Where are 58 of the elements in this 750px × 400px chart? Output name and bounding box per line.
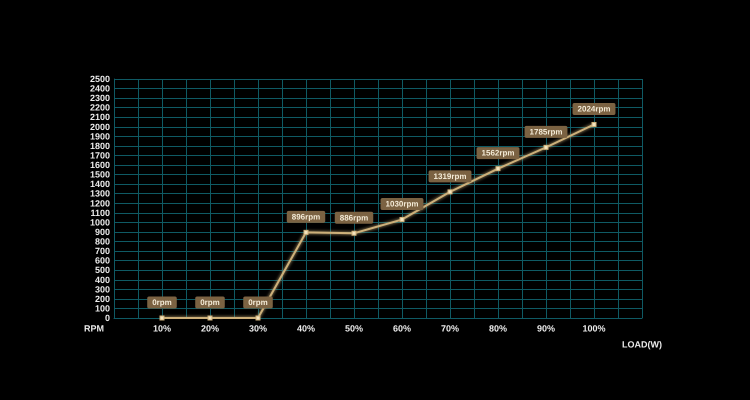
y-tick-label: 1900 (90, 131, 110, 142)
data-label: 886rpm (340, 213, 368, 222)
y-tick-label: 1300 (90, 188, 110, 199)
x-tick-label: 50% (344, 324, 364, 334)
x-tick-label: 70% (440, 324, 460, 334)
y-tick-label: 200 (94, 294, 110, 304)
x-tick-label: 60% (392, 324, 412, 334)
x-tick-label: 80% (488, 324, 508, 334)
x-tick-label: 40% (296, 324, 316, 334)
point (160, 316, 164, 320)
data-label: 896rpm (292, 212, 320, 222)
y-tick-label: 0 (104, 313, 110, 323)
point (592, 122, 596, 128)
x-axis-title: LOAD(W) (622, 340, 662, 350)
data-label: 1030rpm (386, 200, 418, 209)
point (256, 316, 260, 320)
x-tick-label: 20% (200, 324, 220, 334)
y-tick-label: 1700 (90, 150, 110, 160)
y-tick-label: 1100 (90, 208, 110, 218)
data-label: 0rpm (200, 298, 220, 307)
y-tick-label: 2400 (90, 84, 110, 94)
point (352, 230, 356, 236)
data-label: 0rpm (248, 298, 268, 307)
data-label: 0rpm (152, 298, 172, 307)
data-label: 1562rpm (482, 148, 514, 158)
y-tick-label: 800 (94, 236, 110, 247)
point (208, 316, 212, 320)
y-tick-label: 600 (94, 256, 110, 266)
x-tick-label: 30% (248, 324, 268, 334)
data-label: 1785rpm (530, 127, 562, 136)
y-tick-label: 2300 (90, 93, 110, 104)
y-tick-label: 2000 (90, 122, 110, 132)
point (496, 166, 500, 172)
y-tick-label: 900 (94, 226, 110, 237)
y-tick-label: 100 (94, 303, 110, 314)
point (448, 189, 452, 194)
y-tick-label: 2100 (90, 112, 110, 122)
y-tick-label: 500 (94, 265, 110, 276)
point (400, 217, 404, 222)
y-tick-label: 400 (94, 274, 110, 285)
x-tick-label: 100% (582, 324, 606, 334)
y-tick-label: 1600 (90, 160, 110, 170)
point (544, 144, 548, 150)
y-tick-label: 1400 (90, 179, 110, 190)
y-tick-label: 2500 (90, 74, 110, 84)
data-label: 1319rpm (434, 172, 466, 181)
x-tick-label: 10% (152, 324, 172, 334)
x-tick-label: 90% (536, 324, 556, 334)
data-label: 2024rpm (578, 104, 610, 114)
y-tick-label: 1200 (90, 198, 110, 208)
y-tick-label: 2200 (90, 102, 110, 113)
y-tick-label: 1500 (90, 170, 110, 180)
y-axis-title: RPM (84, 324, 104, 334)
point (304, 230, 308, 235)
y-tick-label: 1000 (90, 217, 110, 228)
y-tick-label: 700 (94, 246, 110, 256)
y-tick-label: 300 (94, 284, 110, 294)
y-tick-label: 1800 (90, 140, 110, 151)
